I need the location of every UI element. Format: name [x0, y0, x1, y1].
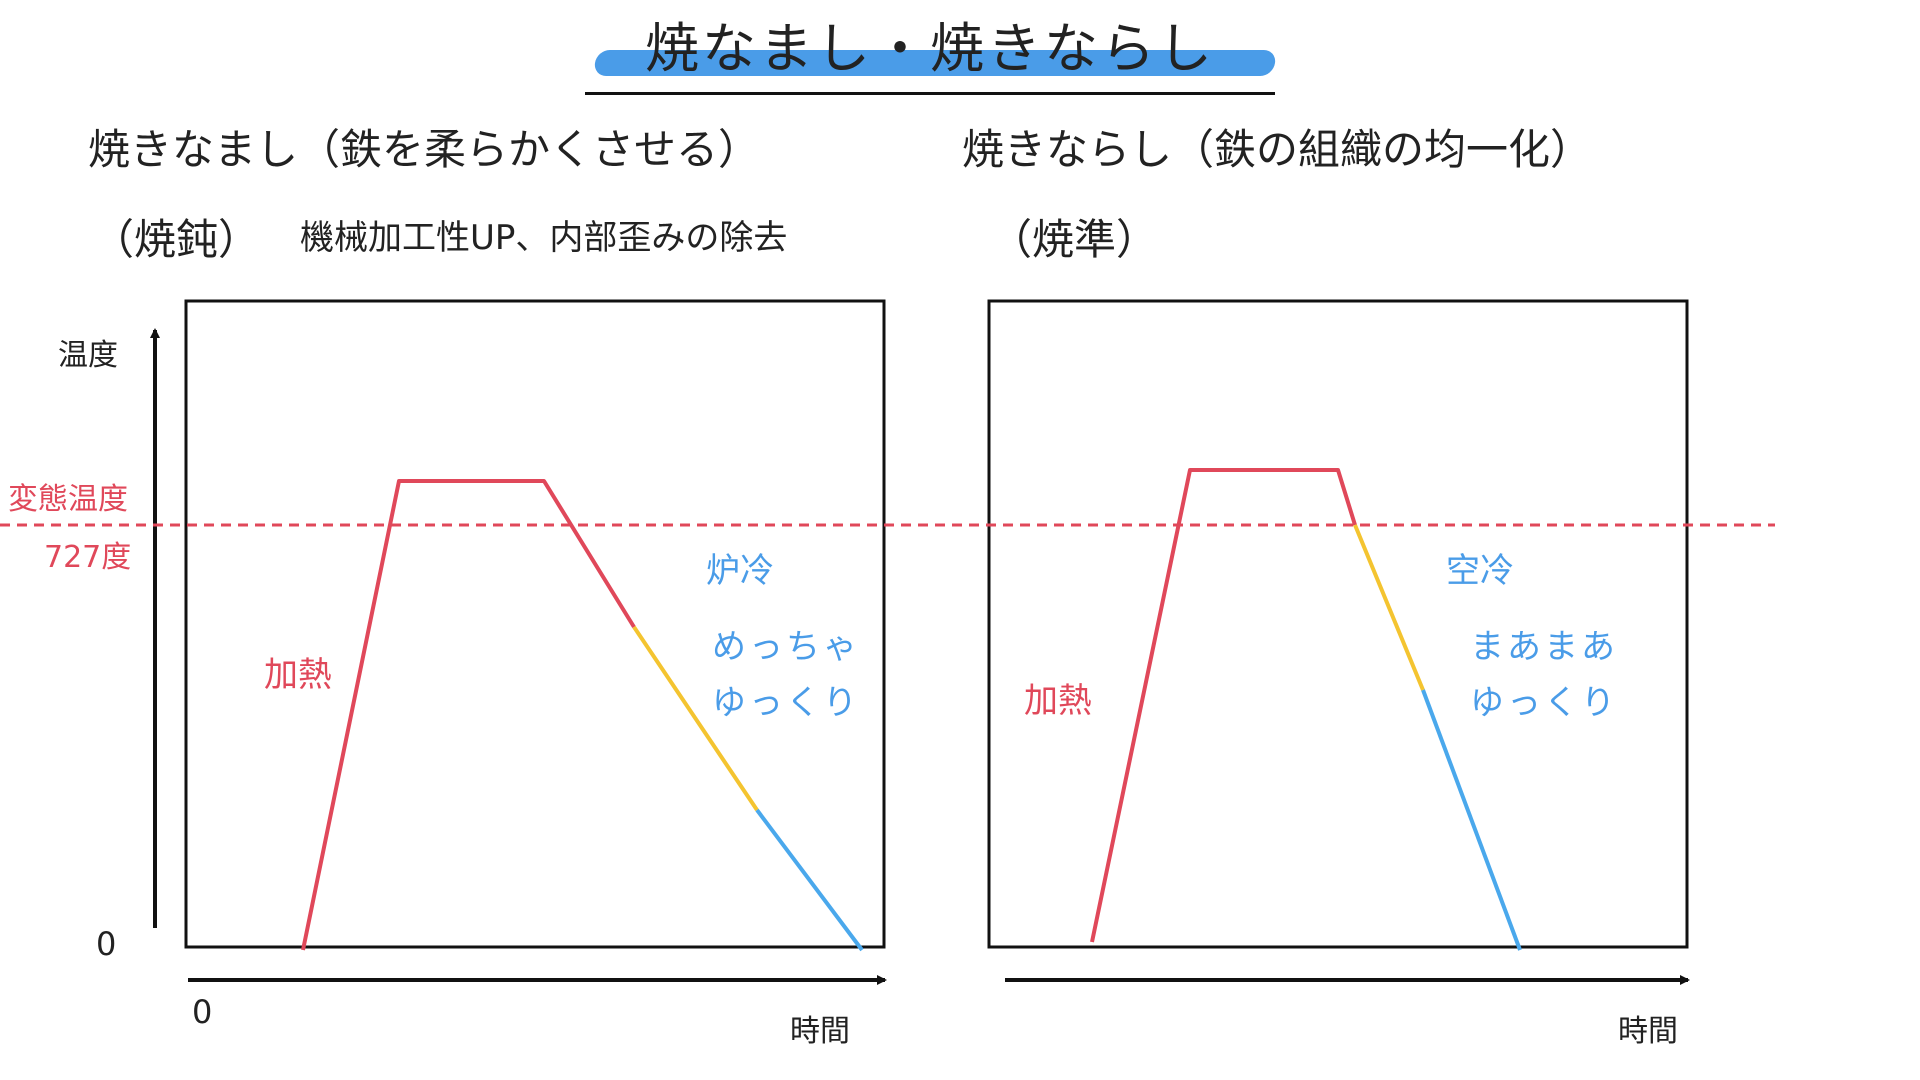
left-x-axis-label: 時間: [790, 1014, 850, 1049]
annealing-heading: 焼きなまし（鉄を柔らかくさせる）: [88, 125, 761, 174]
right-x-axis-label: 時間: [1618, 1014, 1678, 1049]
annealing-cooling-speed-line2: ゆっくり: [712, 683, 860, 723]
normalizing-heading: 焼きならし（鉄の組織の均一化）: [962, 125, 1593, 174]
annealing-cooling-slow-segment: [755, 808, 864, 952]
annealing-cooling-method: 炉冷: [706, 551, 774, 591]
annealing-chart-frame: [184, 299, 886, 949]
y-origin-label: 0: [96, 925, 117, 963]
x-origin-label: 0: [192, 993, 213, 1031]
normalizing-kanji: （焼準）: [990, 215, 1159, 264]
normalizing-cooling-slow-segment: [1421, 689, 1522, 951]
page-title: 焼なまし・焼きならし: [645, 17, 1215, 80]
normalizing-heating-hold-curve: [1090, 468, 1357, 943]
normalizing-chart-frame: [987, 299, 1689, 949]
title-underline: [585, 92, 1275, 95]
annealing-purpose: 機械加工性UP、内部歪みの除去: [300, 218, 788, 258]
normalizing-cooling-speed-line1: まあまあ: [1470, 627, 1618, 667]
transformation-label: 変態温度: [8, 482, 128, 517]
y-axis-label: 温度: [58, 338, 118, 373]
normalizing-heating-label: 加熱: [1024, 681, 1092, 721]
normalizing-cooling-method: 空冷: [1446, 551, 1514, 591]
annealing-heating-label: 加熱: [264, 655, 332, 695]
annealing-cooling-speed-line1: めっちゃ: [712, 627, 860, 667]
annealing-cooling-medium-segment: [632, 625, 759, 812]
transformation-value: 727度: [44, 540, 132, 575]
annealing-heating-hold-curve: [301, 479, 636, 951]
normalizing-cooling-speed-line2: ゆっくり: [1470, 683, 1618, 723]
annealing-kanji: （焼鈍）: [92, 215, 261, 264]
normalizing-cooling-medium-segment: [1353, 524, 1425, 691]
